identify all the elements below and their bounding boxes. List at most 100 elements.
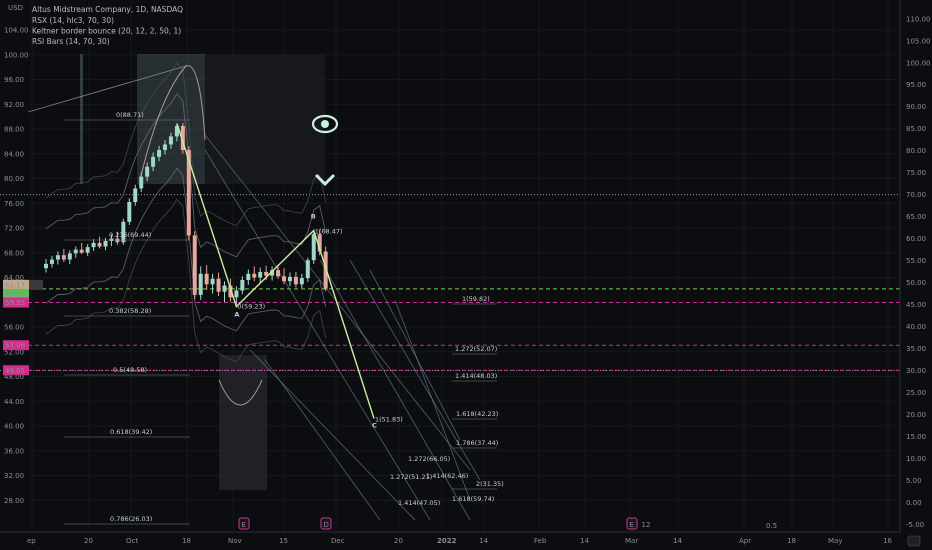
candle-body: [299, 278, 304, 285]
candle-body: [49, 259, 54, 264]
footer-label: 0.5: [766, 522, 777, 530]
candle-body: [44, 263, 48, 269]
time-axis-tick: Nov: [228, 537, 242, 545]
candle-body: [222, 285, 227, 292]
keltner-band: [45, 93, 327, 258]
candle-body: [210, 278, 215, 285]
channel-line: [394, 299, 471, 501]
left-axis-tick: 104.00: [4, 27, 29, 35]
price-label-text: 53.06: [5, 342, 26, 350]
right-axis-tick: 0.00: [906, 499, 922, 507]
keltner-band: [45, 167, 327, 332]
candle-body: [287, 276, 292, 282]
time-axis-tick: 2022: [437, 537, 457, 545]
fib-extension-label: 1.272(52.07): [455, 345, 497, 353]
price-label-box: [3, 279, 29, 290]
right-rsi-axis: 110.00 105.00 100.00 95.00 90.00 85.00 80.00 75…: [899, 0, 932, 550]
price-label-box: [3, 365, 29, 376]
right-axis-tick: 85.00: [906, 125, 926, 133]
price-label-tag: [29, 279, 43, 290]
candle-body: [276, 270, 281, 277]
right-axis-tick: 30.00: [906, 367, 926, 375]
wave-value-b: 1(68.47): [315, 227, 343, 235]
right-axis-tick: 60.00: [906, 235, 926, 243]
eye-icon: [311, 114, 339, 134]
chart-header: USD Altus Midstream Company, 1D, NASDAQ RS…: [8, 4, 183, 46]
fib-channel-label: 1.414(47.05): [398, 499, 440, 507]
indicator-label: Keltner border bounce (20, 12, 2, 50, 1): [32, 27, 181, 36]
candle-body: [180, 125, 185, 151]
fib-retracement-label: 0.382(58.28): [109, 307, 151, 315]
shaded-zone-lower: [219, 355, 267, 490]
left-axis-tick: 80.00: [4, 175, 24, 183]
right-axis-tick: 35.00: [906, 345, 926, 353]
price-label-text: 62.17: [5, 281, 25, 289]
fib-retracement-label: 0(88.71): [116, 111, 144, 119]
fib-channel-label: 1.414(62.46): [426, 472, 468, 480]
right-axis-tick: 80.00: [906, 147, 926, 155]
right-axis-tick: 95.00: [906, 81, 926, 89]
trend-line: [27, 65, 187, 113]
time-axis-tick: Mar: [625, 537, 638, 545]
channel-line: [349, 259, 481, 481]
right-axis-tick: 105.00: [906, 37, 931, 45]
fib-channel-label: 1.618(59.74): [452, 495, 494, 503]
left-axis-tick: 52.00: [4, 348, 24, 356]
time-axis-tick: 15: [279, 537, 288, 545]
left-axis-tick: 40.00: [4, 423, 24, 431]
candle-body: [67, 253, 72, 260]
right-axis-tick: -5.00: [906, 521, 924, 529]
event-marker-label: D: [324, 521, 329, 529]
fib-extension-label: 2(31.35): [476, 480, 504, 488]
time-axis-tick: 18: [182, 537, 191, 545]
currency-label: USD: [8, 4, 23, 12]
candle-body: [305, 260, 310, 279]
candle-body: [246, 273, 251, 280]
keltner-bands: [27, 62, 327, 406]
left-axis-tick: 64.00: [4, 274, 24, 282]
candle-body: [282, 276, 286, 282]
indicator-label: RSI Bars (14, 70, 30): [32, 37, 110, 46]
left-axis-tick: 28.00: [4, 497, 24, 505]
fib-retracement-label: 0.786(26.03): [110, 515, 152, 523]
event-marker-box: [320, 517, 332, 530]
candle-body: [145, 166, 150, 177]
candle-body: [186, 150, 191, 236]
left-axis-tick: 56.00: [4, 324, 24, 332]
price-label-box: [3, 288, 29, 299]
fib-channel-label: 1.272(66.05): [408, 455, 450, 463]
candle-body: [317, 234, 322, 252]
candle-body: [73, 249, 78, 254]
candle-body: [258, 271, 263, 278]
event-marker-box: [626, 517, 638, 530]
fib-extension-label: 1.786(37.44): [456, 439, 498, 447]
candle-body: [168, 136, 173, 145]
right-axis-tick: 100.00: [906, 59, 931, 67]
indicator-label: RSX (14, hlc3, 70, 30): [32, 16, 114, 25]
right-axis-tick: 55.00: [906, 257, 926, 265]
fib-retracement-label: 0.236(69.44): [109, 231, 151, 239]
candle-body: [91, 242, 96, 248]
horizontal-levels: [0, 194, 900, 372]
left-axis-tick: 76.00: [4, 200, 24, 208]
price-label-box: [3, 340, 29, 351]
candle-body: [97, 242, 102, 247]
fib-extension-label: 1.618(42.23): [456, 410, 498, 418]
price-label-text: 49.01: [5, 367, 25, 375]
time-axis-tick: 18: [787, 537, 796, 545]
price-label-text: 62.17: [5, 290, 25, 298]
candle-body: [163, 144, 167, 151]
price-label-box: [3, 297, 29, 308]
time-axis-tick: 14: [479, 537, 488, 545]
wave-label-a: A: [234, 311, 239, 319]
time-axis-tick: Dec: [331, 537, 345, 545]
settings-icon: [907, 535, 921, 547]
time-axis-tick: 16: [883, 537, 892, 545]
right-axis-tick: 70.00: [906, 191, 926, 199]
fib-channel-label: 1.272(51.21): [390, 473, 432, 481]
highlight-bar: [80, 54, 83, 184]
time-axis-tick: 20: [394, 537, 403, 545]
wave-label-c: C: [372, 422, 377, 430]
